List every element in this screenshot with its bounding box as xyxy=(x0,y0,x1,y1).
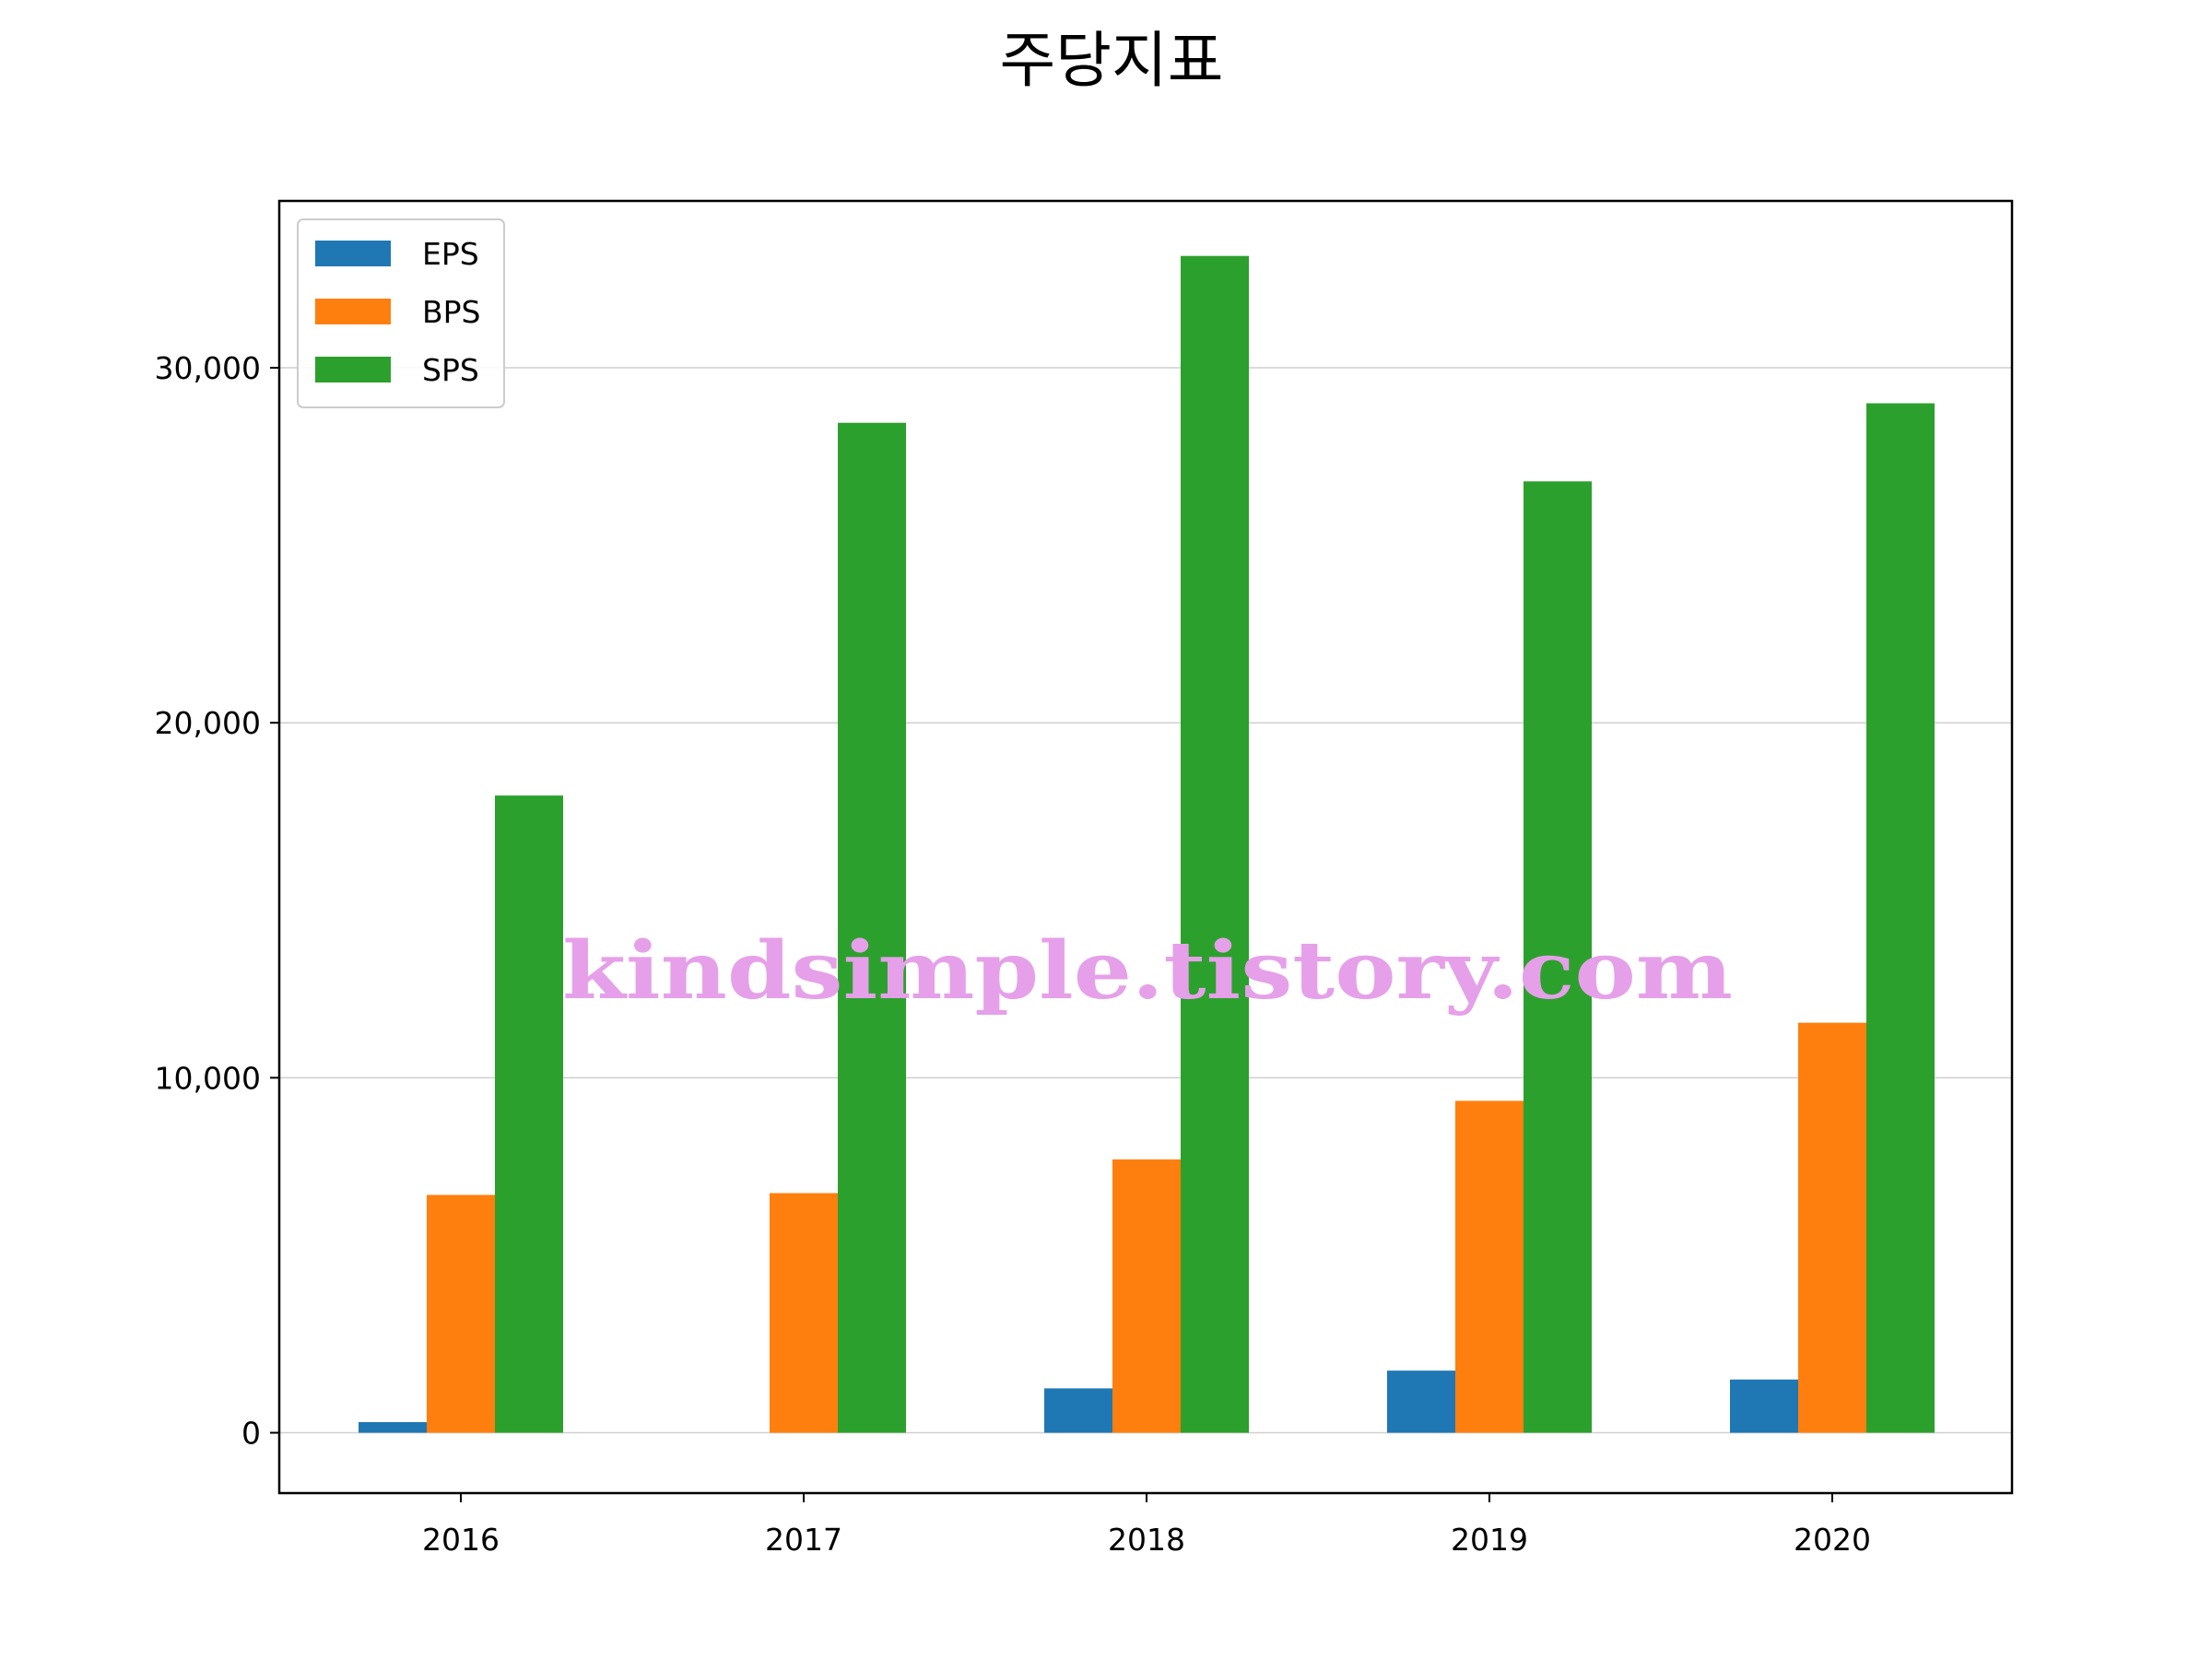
x-tick-label: 2016 xyxy=(422,1522,500,1558)
y-axis: 0 10,000 20,000 30,000 xyxy=(155,350,279,1452)
bar-bps-2018 xyxy=(1112,1159,1181,1433)
x-tick-label: 2018 xyxy=(1108,1522,1185,1558)
y-tick-label: 20,000 xyxy=(155,705,261,741)
legend-swatch-sps xyxy=(315,357,391,382)
legend-items: EPS BPS SPS xyxy=(315,236,481,388)
x-tick-label: 2017 xyxy=(765,1522,842,1558)
bar-sps-2020 xyxy=(1866,403,1935,1433)
bar-eps-2016 xyxy=(359,1421,427,1433)
watermark: kindsimple.tistory.com xyxy=(562,924,1733,1018)
bar-sps-2016 xyxy=(495,795,563,1433)
legend-swatch-bps xyxy=(315,299,391,324)
bar-eps-2019 xyxy=(1387,1371,1455,1433)
x-axis: 2016 2017 2018 2019 2020 xyxy=(422,1493,1871,1558)
legend-swatch-eps xyxy=(315,241,391,266)
bar-bps-2017 xyxy=(770,1193,838,1433)
bars xyxy=(359,255,1935,1433)
bar-sps-2018 xyxy=(1181,255,1249,1433)
legend-label-sps: SPS xyxy=(422,352,479,388)
x-tick-label: 2019 xyxy=(1451,1522,1528,1558)
legend: EPS BPS SPS xyxy=(297,218,505,408)
x-tick-label: 2020 xyxy=(1794,1522,1871,1558)
y-tick-label: 10,000 xyxy=(155,1060,261,1096)
legend-label-eps: EPS xyxy=(422,236,479,272)
legend-label-bps: BPS xyxy=(422,294,481,330)
bar-sps-2017 xyxy=(838,422,906,1433)
bar-bps-2020 xyxy=(1798,1022,1866,1433)
y-tick-label: 0 xyxy=(241,1416,261,1452)
bar-bps-2019 xyxy=(1455,1100,1524,1433)
bar-sps-2019 xyxy=(1524,481,1592,1433)
y-tick-label: 30,000 xyxy=(155,350,261,386)
chart-title: 주당지표 xyxy=(1000,25,1224,96)
bar-eps-2018 xyxy=(1044,1388,1112,1433)
bar-eps-2020 xyxy=(1730,1379,1798,1433)
bar-bps-2016 xyxy=(427,1194,495,1433)
grid xyxy=(279,367,2012,1434)
